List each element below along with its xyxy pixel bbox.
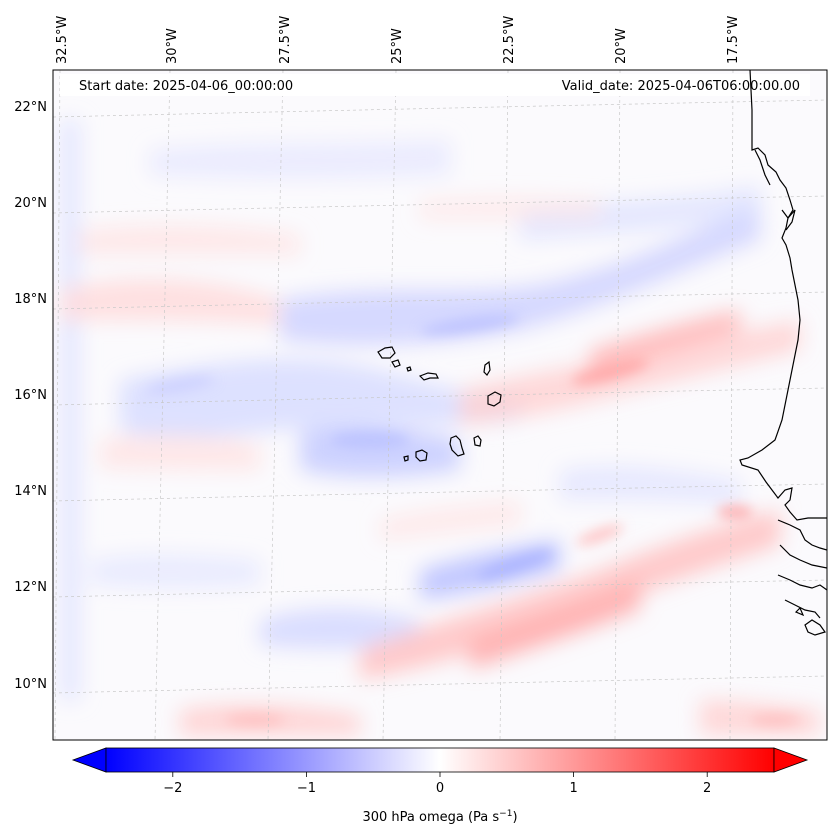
island-brava [403, 455, 409, 462]
start-date-label: Start date: 2025-04-06_00:00:00 [79, 79, 293, 94]
colorbar-label: 300 hPa omega (Pa s−1) [362, 809, 517, 825]
omega-field-detail [145, 315, 800, 726]
colorbar-tick-label: 0 [436, 781, 444, 796]
island-sal [483, 360, 491, 376]
lon-label-27-5w: 27.5°W [278, 16, 293, 64]
gridlines [53, 70, 827, 740]
map-panel [53, 70, 827, 740]
lat-label-14n: 14°N [14, 484, 47, 499]
lon-label-22-5w: 22.5°W [502, 16, 517, 64]
island-boa-vista [487, 391, 502, 407]
lon-label-30w: 30°W [165, 28, 180, 64]
colorbar-tick-label: −2 [163, 781, 182, 796]
lat-label-10n: 10°N [14, 677, 47, 692]
lon-label-32-5w: 32.5°W [55, 16, 70, 64]
map-border [52, 69, 828, 741]
lon-label-17-5w: 17.5°W [726, 16, 741, 64]
island-sao-nicolau [418, 372, 439, 381]
colorbar-gradient [105, 747, 775, 773]
lat-label-22n: 22°N [14, 100, 47, 115]
cape-verde-islands [377, 346, 502, 462]
colorbar-ticks: −2 −1 0 1 2 [163, 772, 711, 796]
colorbar-high-extend [773, 747, 809, 773]
lat-label-18n: 18°N [14, 292, 47, 307]
lat-label-16n: 16°N [14, 388, 47, 403]
island-fogo [415, 449, 428, 462]
latitude-labels: 22°N 20°N 18°N 16°N 14°N 12°N 10°N [14, 100, 47, 692]
longitude-labels: 32.5°W 30°W 27.5°W 25°W 22.5°W 20°W 17.5… [55, 16, 741, 64]
header-band [60, 74, 810, 96]
island-santa-luzia [406, 366, 412, 372]
island-maio [473, 435, 482, 447]
colorbar: −2 −1 0 1 2 300 hPa omega (Pa s−1) [71, 747, 809, 825]
lat-label-12n: 12°N [14, 580, 47, 595]
colorbar-low-extend [71, 747, 107, 773]
colorbar-tick-label: 1 [569, 781, 577, 796]
valid-date-label: Valid_date: 2025-04-06T06:00:00.00 [562, 79, 800, 94]
island-santo-antao [377, 346, 396, 359]
island-sao-vicente [391, 359, 401, 368]
lat-label-20n: 20°N [14, 196, 47, 211]
lon-label-20w: 20°W [614, 28, 629, 64]
omega-field [60, 120, 820, 735]
africa-coastline [739, 70, 827, 521]
colorbar-tick-label: −1 [297, 781, 316, 796]
coastlines [739, 70, 827, 636]
island-santiago [449, 435, 465, 457]
lon-label-25w: 25°W [390, 28, 405, 64]
colorbar-tick-label: 2 [703, 781, 711, 796]
